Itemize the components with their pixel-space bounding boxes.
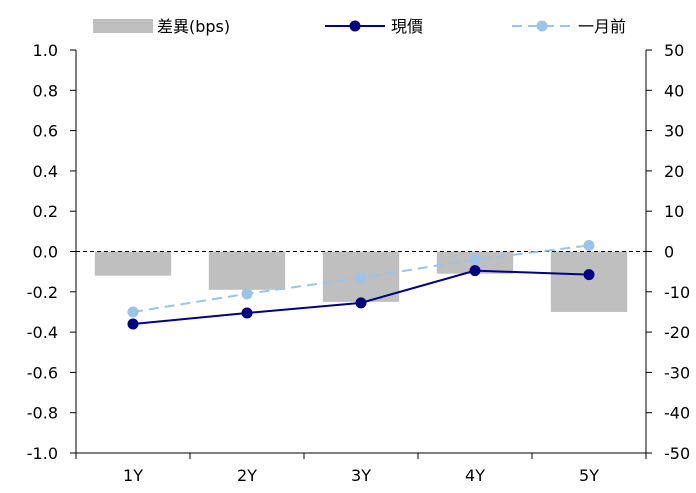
left-tick-label: 1.0 [33, 41, 58, 60]
bar [208, 251, 286, 290]
left-tick-label: -0.6 [27, 363, 58, 382]
legend-swatch-marker [349, 20, 361, 32]
right-tick-label: 40 [664, 81, 684, 100]
right-tick-label: 50 [664, 41, 684, 60]
series-point-0 [355, 297, 367, 309]
right-tick-label: 10 [664, 202, 684, 221]
left-tick-label: 0.4 [33, 162, 58, 181]
right-tick-label: 30 [664, 122, 684, 141]
left-axis: 1.0 0.8 0.6 0.4 0.2 0.0 -0.2 -0.4 -0.6 -0.8 -1.0 [27, 41, 77, 463]
series-point-1 [355, 272, 367, 284]
series-point-1 [127, 306, 139, 318]
series-point-1 [469, 254, 481, 266]
left-tick-label: -1.0 [27, 444, 58, 463]
left-tick-label: -0.2 [27, 283, 58, 302]
x-axis: 1Y 2Y 3Y 4Y 5Y [75, 452, 647, 485]
x-tick-label: 3Y [351, 466, 371, 485]
series-point-0 [127, 318, 139, 330]
right-tick-label: -50 [664, 444, 690, 463]
x-tick-label: 2Y [237, 466, 257, 485]
series-point-1 [583, 239, 595, 251]
bar [94, 251, 172, 276]
left-tick-label: 0.2 [33, 202, 58, 221]
legend-swatch-bar [93, 19, 153, 33]
legend-label: 現價 [391, 17, 423, 36]
right-tick-label: -10 [664, 283, 690, 302]
series-point-0 [583, 269, 595, 281]
series-point-0 [241, 307, 253, 319]
legend-label: 一月前 [578, 17, 626, 36]
x-tick-label: 5Y [579, 466, 599, 485]
bar [550, 251, 628, 312]
legend-label: 差異(bps) [157, 17, 230, 36]
left-tick-label: 0.0 [33, 243, 58, 262]
right-tick-label: 20 [664, 162, 684, 181]
right-tick-label: -30 [664, 363, 690, 382]
right-tick-label: -20 [664, 323, 690, 342]
left-tick-label: -0.4 [27, 323, 58, 342]
x-tick-label: 1Y [123, 466, 143, 485]
right-tick-label: 0 [664, 243, 674, 262]
series-point-0 [469, 265, 481, 277]
left-tick-label: 0.6 [33, 122, 58, 141]
series-point-1 [241, 288, 253, 300]
left-tick-label: 0.8 [33, 81, 58, 100]
lines [127, 239, 595, 330]
x-tick-label: 4Y [465, 466, 485, 485]
legend-swatch-marker [536, 20, 548, 32]
left-tick-label: -0.8 [27, 404, 58, 423]
legend: 差異(bps) 現價 一月前 [93, 17, 626, 36]
right-tick-label: -40 [664, 404, 690, 423]
bars [94, 251, 628, 312]
right-axis: 50 40 30 20 10 0 -10 -20 -30 -40 -50 [645, 41, 690, 463]
